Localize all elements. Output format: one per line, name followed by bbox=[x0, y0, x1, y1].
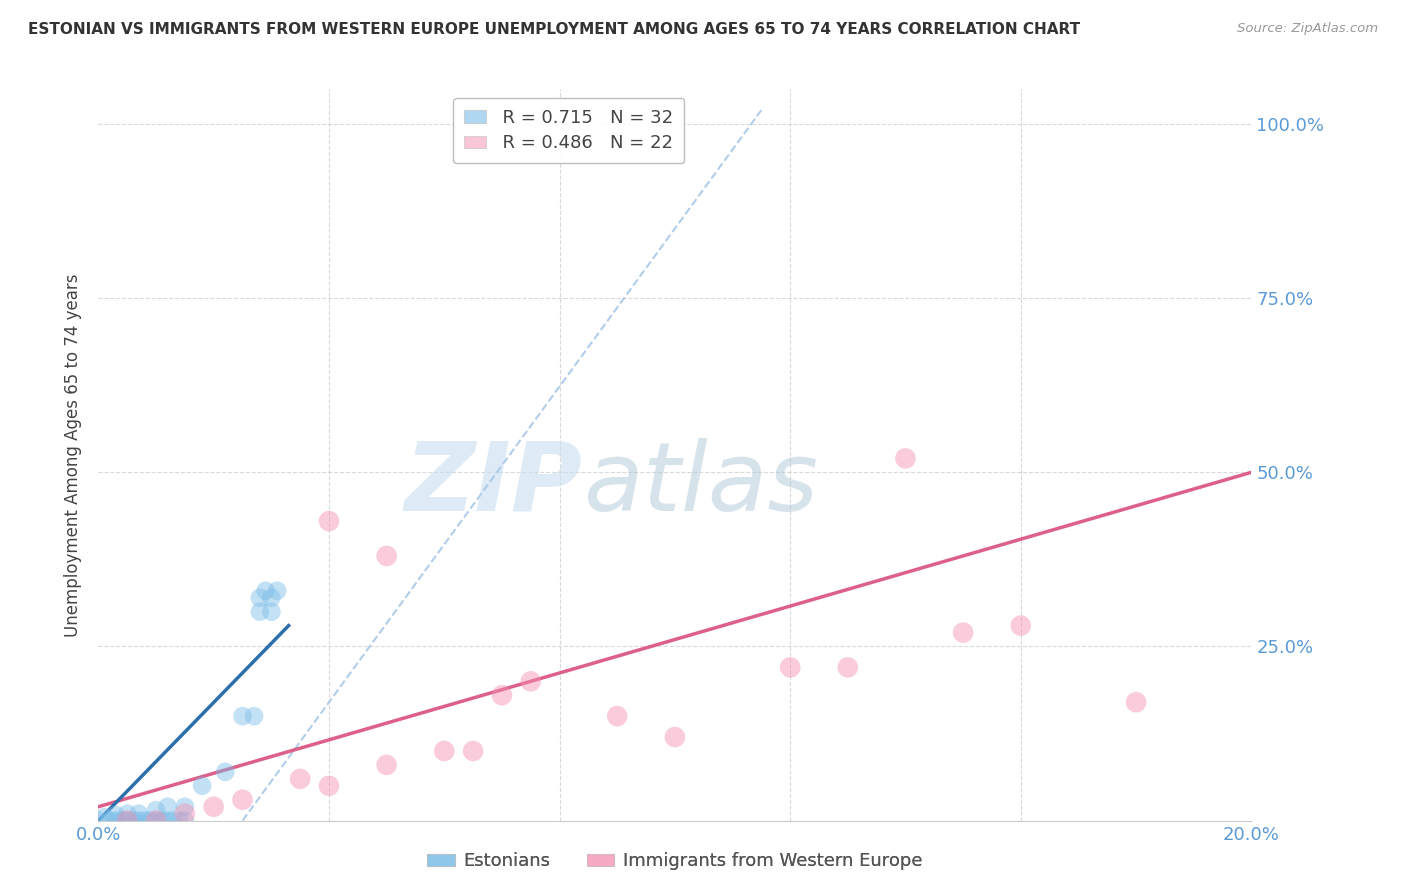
Point bbox=[231, 793, 254, 807]
Point bbox=[952, 625, 974, 640]
Point bbox=[202, 799, 225, 814]
Point bbox=[837, 660, 859, 674]
Point bbox=[110, 814, 132, 828]
Point bbox=[1125, 695, 1147, 709]
Point bbox=[174, 814, 197, 828]
Point bbox=[266, 583, 288, 598]
Point bbox=[128, 806, 150, 821]
Point bbox=[174, 799, 197, 814]
Point bbox=[191, 779, 214, 793]
Text: ZIP: ZIP bbox=[405, 438, 582, 531]
Text: ESTONIAN VS IMMIGRANTS FROM WESTERN EUROPE UNEMPLOYMENT AMONG AGES 65 TO 74 YEAR: ESTONIAN VS IMMIGRANTS FROM WESTERN EURO… bbox=[28, 22, 1080, 37]
Y-axis label: Unemployment Among Ages 65 to 74 years: Unemployment Among Ages 65 to 74 years bbox=[65, 273, 83, 637]
Point bbox=[894, 451, 917, 466]
Point bbox=[117, 806, 139, 821]
Point bbox=[461, 744, 484, 758]
Point bbox=[249, 605, 271, 619]
Point bbox=[249, 591, 271, 605]
Point bbox=[145, 814, 167, 828]
Point bbox=[134, 814, 156, 828]
Point bbox=[122, 814, 145, 828]
Point bbox=[491, 688, 513, 702]
Point bbox=[174, 806, 197, 821]
Point bbox=[375, 549, 398, 563]
Point bbox=[104, 808, 127, 822]
Point bbox=[1010, 618, 1032, 632]
Point bbox=[606, 709, 628, 723]
Point bbox=[260, 605, 283, 619]
Point bbox=[433, 744, 456, 758]
Point bbox=[145, 803, 167, 817]
Text: Source: ZipAtlas.com: Source: ZipAtlas.com bbox=[1237, 22, 1378, 36]
Point bbox=[128, 814, 150, 828]
Point bbox=[167, 814, 190, 828]
Point bbox=[139, 814, 162, 828]
Point bbox=[156, 799, 179, 814]
Point bbox=[117, 814, 139, 828]
Legend: Estonians, Immigrants from Western Europe: Estonians, Immigrants from Western Europ… bbox=[420, 845, 929, 878]
Point bbox=[145, 814, 167, 828]
Point bbox=[231, 709, 254, 723]
Point bbox=[150, 814, 173, 828]
Point bbox=[156, 814, 179, 828]
Point bbox=[93, 810, 115, 824]
Point bbox=[318, 514, 340, 528]
Point bbox=[375, 758, 398, 772]
Point bbox=[318, 779, 340, 793]
Point bbox=[260, 591, 283, 605]
Point bbox=[779, 660, 801, 674]
Point bbox=[520, 674, 543, 689]
Point bbox=[243, 709, 266, 723]
Point bbox=[664, 730, 686, 744]
Point bbox=[98, 814, 121, 828]
Point bbox=[87, 814, 110, 828]
Point bbox=[104, 814, 127, 828]
Point bbox=[214, 764, 236, 779]
Text: atlas: atlas bbox=[582, 438, 818, 531]
Point bbox=[290, 772, 312, 786]
Point bbox=[162, 814, 184, 828]
Point bbox=[117, 814, 139, 828]
Point bbox=[254, 583, 277, 598]
